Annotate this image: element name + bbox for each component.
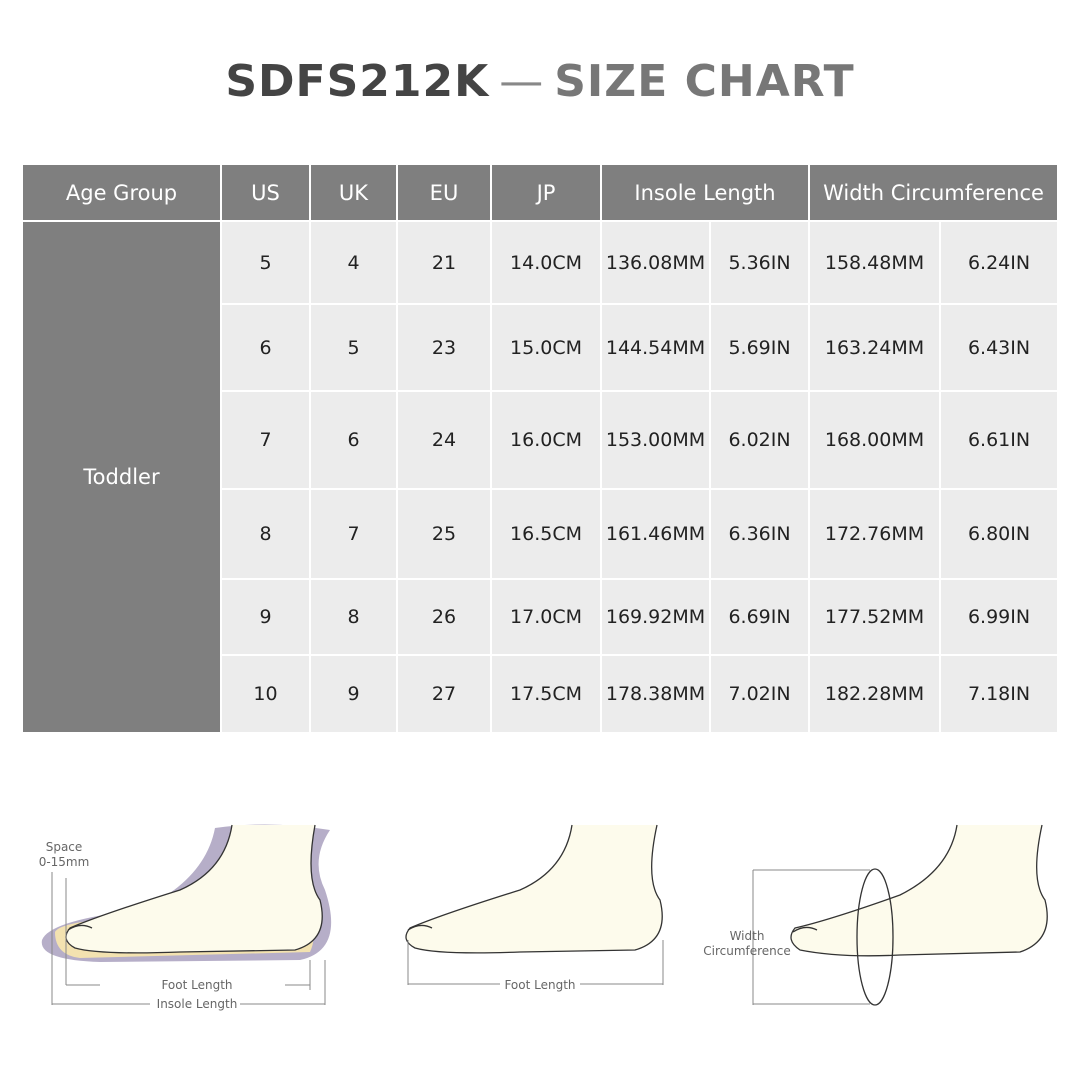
table-cell: 15.0CM xyxy=(491,304,601,391)
table-cell: 6.43IN xyxy=(940,304,1058,391)
table-cell: 26 xyxy=(397,579,491,655)
title-text: SIZE CHART xyxy=(554,56,855,107)
table-cell: 5.36IN xyxy=(710,221,809,304)
table-cell: 4 xyxy=(310,221,397,304)
table-cell: 17.0CM xyxy=(491,579,601,655)
width-label: Width xyxy=(730,929,765,943)
table-cell: 7 xyxy=(310,489,397,579)
table-cell: 5 xyxy=(221,221,310,304)
table-cell: 24 xyxy=(397,391,491,489)
circumference-label: Circumference xyxy=(703,944,791,958)
space-range: 0-15mm xyxy=(39,855,90,869)
table-cell: 14.0CM xyxy=(491,221,601,304)
table-cell: 168.00MM xyxy=(809,391,940,489)
header-cell: EU xyxy=(397,164,491,221)
table-cell: 9 xyxy=(221,579,310,655)
table-cell: 161.46MM xyxy=(601,489,710,579)
table-cell: 10 xyxy=(221,655,310,733)
table-cell: 6.24IN xyxy=(940,221,1058,304)
table-cell: 144.54MM xyxy=(601,304,710,391)
space-label: Space xyxy=(46,840,83,854)
table-cell: 7.02IN xyxy=(710,655,809,733)
table-cell: 169.92MM xyxy=(601,579,710,655)
age-group-cell: Toddler xyxy=(22,221,221,733)
table-cell: 5 xyxy=(310,304,397,391)
foot-length-label: Foot Length xyxy=(504,978,575,992)
insole-length-label: Insole Length xyxy=(157,997,238,1011)
table-cell: 21 xyxy=(397,221,491,304)
table-cell: 6.99IN xyxy=(940,579,1058,655)
table-cell: 9 xyxy=(310,655,397,733)
table-cell: 23 xyxy=(397,304,491,391)
table-cell: 6.80IN xyxy=(940,489,1058,579)
table-cell: 7 xyxy=(221,391,310,489)
header-cell: Width Circumference xyxy=(809,164,1058,221)
table-cell: 6 xyxy=(221,304,310,391)
header-cell: UK xyxy=(310,164,397,221)
table-cell: 6 xyxy=(310,391,397,489)
table-cell: 6.36IN xyxy=(710,489,809,579)
header-cell: JP xyxy=(491,164,601,221)
table-cell: 16.0CM xyxy=(491,391,601,489)
table-cell: 6.69IN xyxy=(710,579,809,655)
table-cell: 5.69IN xyxy=(710,304,809,391)
table-cell: 27 xyxy=(397,655,491,733)
header-cell: Age Group xyxy=(22,164,221,221)
header-cell: US xyxy=(221,164,310,221)
table-cell: 178.38MM xyxy=(601,655,710,733)
title: SDFS212K — SIZE CHART xyxy=(0,56,1080,107)
header-cell: Insole Length xyxy=(601,164,809,221)
table-cell: 6.02IN xyxy=(710,391,809,489)
table-cell: 17.5CM xyxy=(491,655,601,733)
table-cell: 6.61IN xyxy=(940,391,1058,489)
table-cell: 136.08MM xyxy=(601,221,710,304)
table-cell: 7.18IN xyxy=(940,655,1058,733)
table-cell: 8 xyxy=(310,579,397,655)
separator: — xyxy=(499,56,545,107)
table-cell: 8 xyxy=(221,489,310,579)
table-cell: 182.28MM xyxy=(809,655,940,733)
table-cell: 153.00MM xyxy=(601,391,710,489)
model: SDFS212K xyxy=(225,56,490,107)
table-cell: 177.52MM xyxy=(809,579,940,655)
table-cell: 158.48MM xyxy=(809,221,940,304)
foot-diagrams: Space 0-15mm Foot Length Insole Length F… xyxy=(39,824,1048,1011)
table-cell: 25 xyxy=(397,489,491,579)
foot-length-label: Foot Length xyxy=(161,978,232,992)
table-cell: 16.5CM xyxy=(491,489,601,579)
table-cell: 172.76MM xyxy=(809,489,940,579)
table-cell: 163.24MM xyxy=(809,304,940,391)
